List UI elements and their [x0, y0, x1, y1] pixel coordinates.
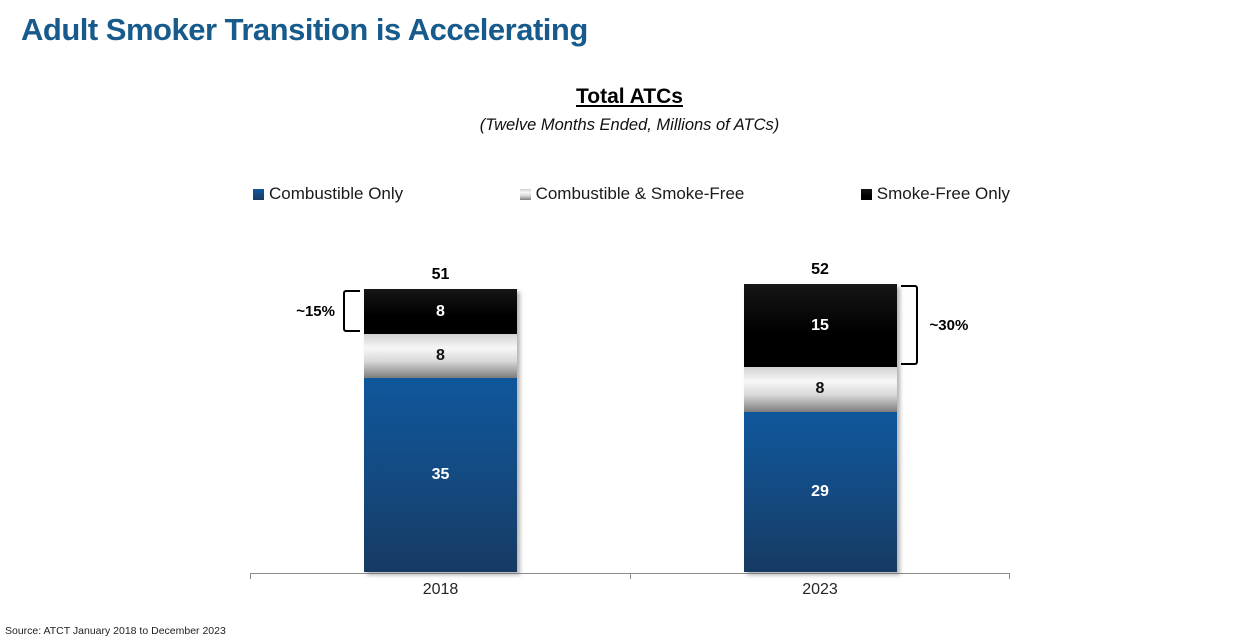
total-label-2018: 51: [431, 266, 450, 284]
segment-value-label: 8: [815, 380, 825, 398]
annotation-bracket-0: [343, 290, 360, 332]
bar-2018: 8 8 35: [364, 289, 517, 573]
annotation-label-1: ~30%: [929, 316, 969, 334]
segment-value-label: 8: [436, 302, 445, 320]
category-label-2023: 2023: [802, 580, 838, 598]
legend-item-combustible-smoke-free: Combustible & Smoke-Free: [519, 184, 745, 204]
source-note: Source: ATCT January 2018 to December 20…: [5, 625, 226, 637]
chart-subtitle: (Twelve Months Ended, Millions of ATCs): [479, 116, 780, 134]
chart-title: Total ATCs: [576, 85, 683, 108]
legend-label: Smoke-Free Only: [876, 184, 1010, 203]
legend-marker-combustible-smoke-free-icon: [519, 188, 531, 200]
segment-combustible-only-2018: 35: [364, 378, 517, 573]
category-label-2018: 2018: [422, 580, 459, 598]
segment-value-label: 35: [431, 466, 450, 484]
total-label-2023: 52: [811, 260, 829, 278]
x-axis-tick: [630, 572, 631, 579]
legend-label: Combustible Only: [269, 184, 404, 203]
bar-2023: 15 8 29: [743, 283, 897, 573]
segment-value-label: 8: [436, 347, 445, 365]
legend-label: Combustible & Smoke-Free: [535, 184, 745, 203]
legend-item-smoke-free-only: Smoke-Free Only: [860, 184, 1010, 204]
annotation-bracket-1: [900, 284, 918, 366]
chart-legend: Combustible Only Combustible & Smoke-Free…: [253, 184, 1010, 204]
segment-smoke-free-only-2023: 15: [743, 283, 897, 368]
segment-combustible-smoke-free-2018: 8: [364, 333, 517, 379]
segment-value-label: 15: [811, 316, 829, 334]
legend-item-combustible-only: Combustible Only: [253, 184, 403, 204]
segment-combustible-only-2023: 29: [743, 411, 897, 573]
segment-smoke-free-only-2018: 8: [364, 289, 517, 334]
segment-combustible-smoke-free-2023: 8: [743, 367, 897, 412]
legend-marker-combustible-only-icon: [253, 188, 264, 200]
segment-value-label: 29: [811, 483, 829, 500]
legend-marker-smoke-free-only-icon: [860, 188, 872, 200]
x-axis-tick: [1009, 572, 1010, 579]
annotation-label-0: ~15%: [296, 302, 335, 320]
x-axis-tick: [250, 572, 251, 579]
slide-title: Adult Smoker Transition is Accelerating: [21, 12, 588, 47]
